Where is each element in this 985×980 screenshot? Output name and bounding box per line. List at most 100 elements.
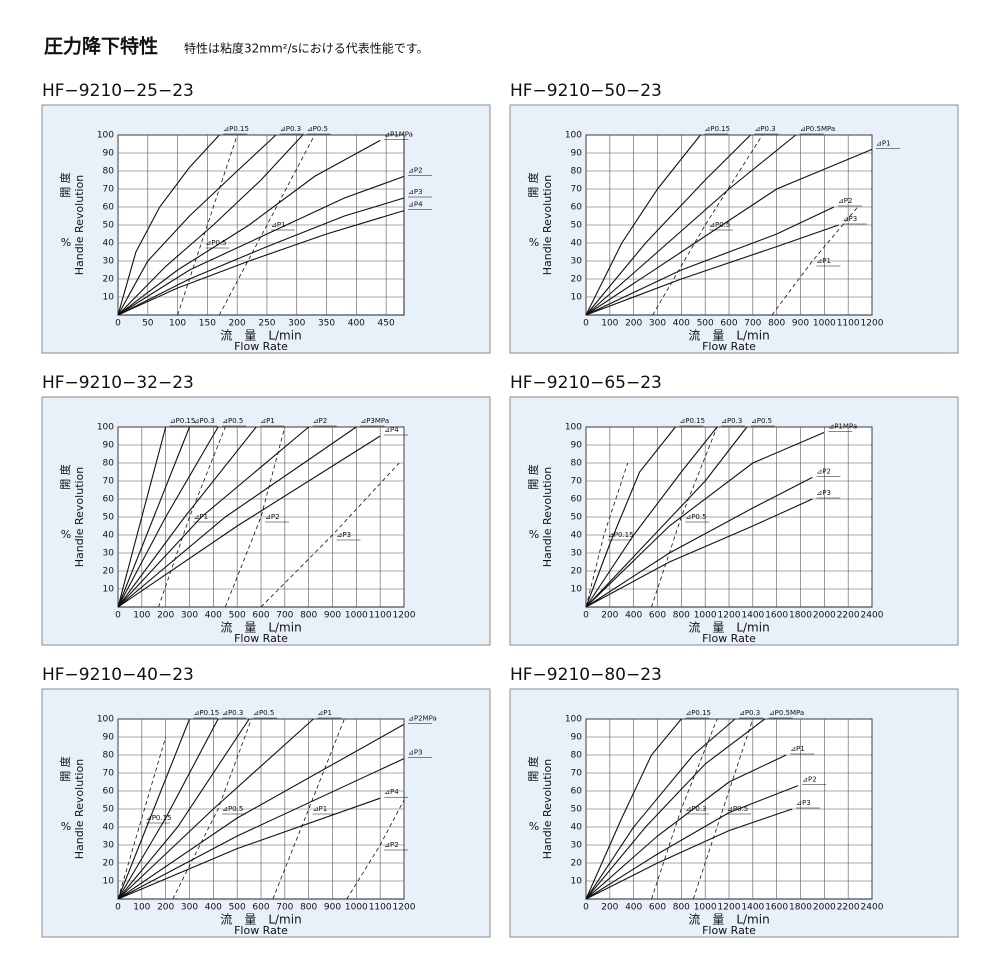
y-tick-label: 10 (103, 877, 115, 887)
curve (117, 426, 257, 608)
x-tick-label: 450 (378, 319, 395, 329)
y-tick-label: 60 (571, 203, 583, 213)
y-tick-label: 70 (571, 769, 583, 779)
x-tick-label: 1800 (789, 903, 812, 913)
y-tick-label: 50 (571, 513, 583, 523)
curve-label: ⊿P0.3 (280, 125, 301, 133)
x-tick-label: 0 (115, 611, 121, 621)
y-axis-label-unit: % (61, 236, 71, 249)
y-tick-label: 10 (103, 293, 115, 303)
y-tick-label: 30 (571, 841, 583, 851)
y-tick-label: 40 (103, 531, 115, 541)
x-tick-label: 300 (288, 319, 305, 329)
curve-label: ⊿P3 (796, 799, 811, 807)
y-tick-label: 100 (565, 131, 582, 141)
curve (117, 718, 250, 900)
y-tick-label: 70 (571, 185, 583, 195)
curve-label: ⊿P1MPa (828, 422, 857, 430)
x-tick-label: 1000 (694, 903, 717, 913)
y-tick-label: 100 (565, 715, 582, 725)
dashed-curve (172, 718, 252, 900)
curve (117, 723, 405, 900)
y-tick-label: 40 (571, 531, 583, 541)
y-tick-label: 20 (103, 859, 115, 869)
curve-label: ⊿P0.5 (222, 805, 243, 813)
x-tick-label: 250 (258, 319, 275, 329)
y-axis-label-en: Handle Revolution (541, 175, 554, 276)
curve-label: ⊿P3 (337, 531, 352, 539)
dashed-curve (218, 134, 315, 316)
y-axis-label-ja: 開 度 (526, 172, 540, 198)
dashed-curve (585, 462, 629, 608)
curve-label: ⊿P0.5 (307, 125, 328, 133)
y-tick-label: 40 (571, 239, 583, 249)
curve-label: ⊿P2 (838, 197, 853, 205)
y-axis-label-unit: % (529, 528, 539, 541)
y-tick-label: 70 (103, 477, 115, 487)
x-tick-label: 900 (324, 611, 341, 621)
curve-label: ⊿P0.5 (222, 417, 243, 425)
curve-label: ⊿P2 (802, 776, 817, 784)
x-tick-label: 400 (348, 319, 365, 329)
y-tick-label: 30 (103, 549, 115, 559)
y-axis-label-ja: 開 度 (58, 756, 72, 782)
x-tick-label: 200 (601, 903, 618, 913)
curve-label: ⊿P0.15 (608, 531, 634, 539)
curve (117, 758, 405, 900)
curve (585, 808, 793, 900)
y-tick-label: 80 (571, 459, 583, 469)
x-tick-label: 800 (768, 319, 785, 329)
curve-label: ⊿P3MPa (360, 417, 389, 425)
x-tick-label: 800 (673, 903, 690, 913)
curve-label: ⊿P1 (790, 745, 805, 753)
x-tick-label: 1000 (694, 611, 717, 621)
y-axis-label-ja: 開 度 (526, 756, 540, 782)
x-tick-label: 50 (142, 319, 154, 329)
curve (585, 426, 718, 608)
y-tick-label: 70 (571, 477, 583, 487)
curve-label: ⊿P3 (843, 215, 858, 223)
curve-label: ⊿P0.3 (739, 709, 760, 717)
x-tick-label: 1000 (345, 611, 368, 621)
y-axis-label-en: Handle Revolution (73, 467, 86, 568)
curve (117, 426, 191, 608)
y-tick-label: 20 (103, 275, 115, 285)
y-axis-label-en: Handle Revolution (73, 759, 86, 860)
curve-label: ⊿P0.3 (754, 125, 775, 133)
curve-label: ⊿P4 (384, 788, 399, 796)
curve (585, 426, 748, 608)
x-axis-label-en: Flow Rate (234, 632, 288, 645)
curve-label: ⊿P0.5 (685, 513, 706, 521)
curve-label: ⊿P1MPa (384, 130, 413, 138)
y-tick-label: 50 (103, 221, 115, 231)
dashed-curve (651, 718, 718, 900)
curve (585, 718, 766, 900)
curve (585, 785, 799, 900)
curve (117, 718, 314, 900)
x-tick-label: 1200 (718, 903, 741, 913)
x-tick-label: 900 (324, 903, 341, 913)
y-tick-label: 60 (571, 787, 583, 797)
x-tick-label: 350 (318, 319, 335, 329)
dashed-curve (158, 426, 226, 608)
dashed-curve (260, 462, 400, 608)
curve-label: ⊿P2 (313, 417, 328, 425)
x-tick-label: 400 (625, 903, 642, 913)
chart-title: HF−9210−65−23 (510, 373, 662, 393)
x-tick-label: 2200 (837, 903, 860, 913)
curve-label: ⊿P2 (265, 513, 280, 521)
curve (117, 435, 381, 608)
curve (117, 134, 304, 316)
y-tick-label: 90 (571, 149, 583, 159)
x-tick-label: 800 (673, 611, 690, 621)
x-tick-label: 600 (252, 903, 269, 913)
y-axis-label-unit: % (529, 820, 539, 833)
chart-panel: HF−9210−25−23 10 20 30 40 50 60 70 80 90 100 0 50 100… (41, 81, 491, 354)
y-axis-label-en: Handle Revolution (541, 467, 554, 568)
curve (117, 718, 191, 900)
y-tick-label: 100 (97, 131, 114, 141)
x-tick-label: 900 (792, 319, 809, 329)
